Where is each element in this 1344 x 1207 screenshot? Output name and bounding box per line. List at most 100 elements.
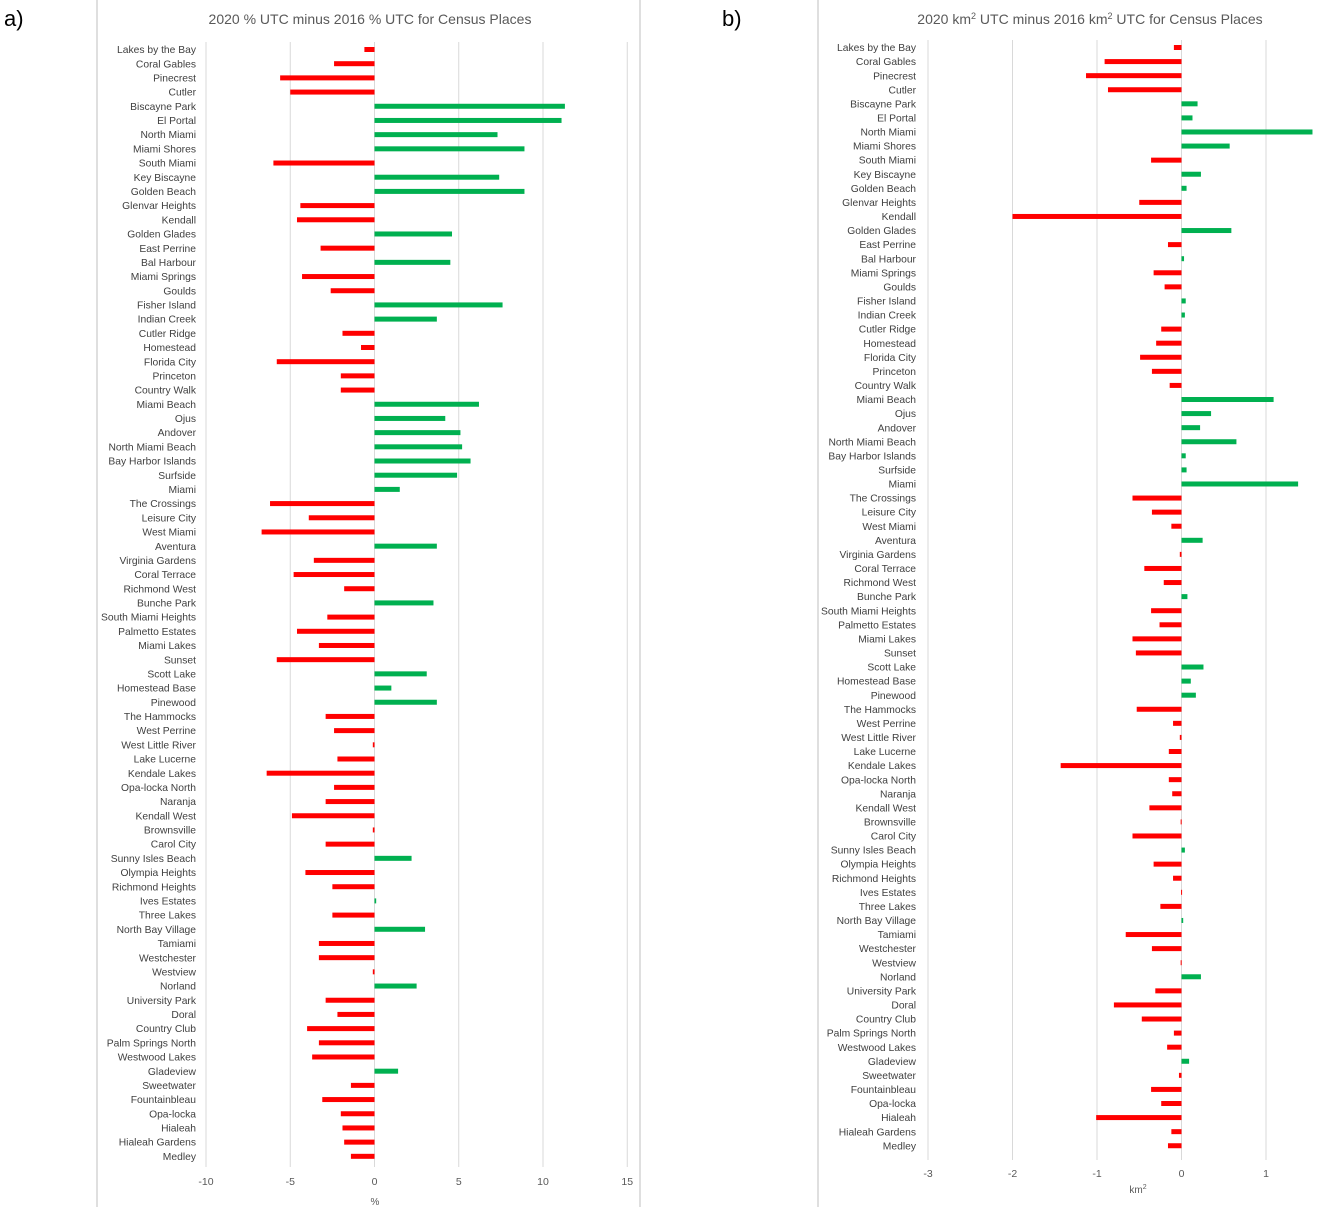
- bar: [1181, 425, 1201, 431]
- bar: [1181, 298, 1186, 304]
- category-label: Bunche Park: [857, 592, 917, 603]
- bar: [1151, 157, 1182, 163]
- category-label: Goulds: [163, 286, 196, 297]
- category-label: Miami Shores: [133, 144, 196, 155]
- bar: [1181, 101, 1198, 107]
- x-tick-label: -1: [1092, 1168, 1101, 1180]
- bar: [1161, 326, 1182, 332]
- bar: [1181, 453, 1186, 459]
- category-label: El Portal: [877, 114, 916, 125]
- category-label: Westchester: [139, 953, 197, 964]
- bar: [1181, 115, 1193, 121]
- category-label: Cutler: [889, 85, 917, 96]
- panel-b-title-sup-1: 2: [971, 11, 976, 21]
- category-label: Pinewood: [151, 698, 196, 709]
- bar: [374, 146, 525, 152]
- x-tick-label: 15: [621, 1176, 633, 1188]
- category-label: Golden Glades: [847, 226, 916, 237]
- bar: [374, 259, 451, 265]
- bar: [1179, 551, 1182, 557]
- bar: [1181, 228, 1232, 234]
- category-label: Florida City: [144, 357, 197, 368]
- category-label: Glenvar Heights: [122, 201, 196, 212]
- bar: [320, 245, 375, 251]
- category-label: Lakes by the Bay: [837, 43, 917, 54]
- bar: [327, 614, 375, 620]
- category-label: Pinecrest: [153, 73, 196, 84]
- category-label: Fountainbleau: [851, 1085, 917, 1096]
- bar: [1107, 87, 1182, 93]
- category-label: Doral: [891, 1001, 916, 1012]
- bar: [332, 884, 375, 890]
- bar: [280, 75, 375, 81]
- bar: [1181, 847, 1185, 853]
- bar: [302, 274, 375, 280]
- category-label: Bunche Park: [137, 599, 197, 610]
- bar: [374, 699, 437, 705]
- category-label: Leisure City: [862, 508, 917, 519]
- bar: [276, 657, 375, 663]
- bar: [1113, 1002, 1182, 1008]
- bar: [1167, 1143, 1182, 1149]
- panel-a-bars: [261, 47, 565, 1159]
- category-label: El Portal: [157, 116, 196, 127]
- bar: [374, 444, 463, 450]
- bar: [1132, 495, 1182, 501]
- bar: [1151, 608, 1182, 614]
- x-tick-label: -3: [923, 1168, 932, 1180]
- category-label: Aventura: [875, 536, 916, 547]
- category-label: Surfside: [158, 471, 196, 482]
- category-label: Carol City: [871, 832, 917, 843]
- category-label: Princeton: [872, 367, 916, 378]
- category-label: East Perrine: [859, 240, 916, 251]
- bar: [1178, 1072, 1182, 1078]
- category-label: Fisher Island: [137, 301, 196, 312]
- category-label: Gladeview: [868, 1057, 917, 1068]
- category-label: Indian Creek: [858, 311, 917, 322]
- bar: [1155, 988, 1182, 994]
- category-label: Country Club: [856, 1015, 916, 1026]
- category-label: Palm Springs North: [107, 1038, 197, 1049]
- bar: [1096, 1115, 1182, 1121]
- category-label: Norland: [160, 982, 196, 993]
- bar: [334, 61, 375, 67]
- bar: [1151, 368, 1182, 374]
- bar: [361, 344, 375, 350]
- bar: [296, 217, 375, 223]
- bar: [1181, 312, 1185, 318]
- category-label: Sweetwater: [862, 1071, 916, 1082]
- category-label: Biscayne Park: [850, 99, 917, 110]
- category-label: Scott Lake: [867, 663, 916, 674]
- category-label: Three Lakes: [139, 911, 196, 922]
- category-label: Three Lakes: [859, 902, 916, 913]
- bar: [1161, 1101, 1182, 1106]
- panel-a-category-labels: Lakes by the Bay Coral Gables Pinecrest Cut…: [101, 45, 197, 1163]
- bar: [1140, 354, 1182, 360]
- category-label: Richmond West: [124, 584, 197, 595]
- category-label: Medley: [883, 1141, 917, 1152]
- category-label: Naranja: [880, 789, 916, 800]
- category-label: Miami Springs: [131, 272, 196, 283]
- category-label: Homestead: [143, 343, 196, 354]
- category-label: Coral Gables: [136, 59, 196, 70]
- category-label: Fountainbleau: [131, 1095, 197, 1106]
- bar: [374, 855, 412, 861]
- category-label: Golden Glades: [127, 230, 196, 241]
- bar: [1172, 791, 1182, 797]
- category-label: Miami Lakes: [138, 641, 196, 652]
- bar: [1144, 565, 1182, 571]
- bar: [364, 47, 375, 52]
- bar: [1181, 1058, 1190, 1064]
- bar: [1181, 974, 1201, 980]
- category-label: The Hammocks: [124, 712, 196, 723]
- category-label: South Miami: [859, 156, 916, 167]
- panel-a-frame: [96, 0, 641, 1207]
- bar: [318, 940, 375, 946]
- category-label: Palm Springs North: [827, 1029, 917, 1040]
- bar: [1169, 382, 1182, 388]
- category-label: Opa-locka North: [121, 783, 196, 794]
- category-label: Pinewood: [871, 691, 916, 702]
- category-label: South Miami Heights: [101, 613, 196, 624]
- x-tick-label: 1: [1263, 1168, 1269, 1180]
